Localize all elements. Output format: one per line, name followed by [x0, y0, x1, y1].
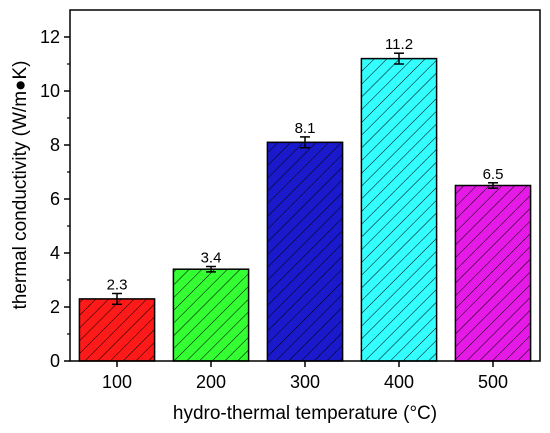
bar-400 — [360, 57, 438, 362]
x-tick-label-200: 200 — [196, 372, 226, 392]
y-tick-label-12: 12 — [40, 27, 60, 47]
y-tick-label-6: 6 — [50, 189, 60, 209]
bars-group — [78, 57, 532, 362]
error-bar-400 — [394, 52, 404, 65]
y-tick-label-8: 8 — [50, 135, 60, 155]
y-axis-title: thermal conductivity (W/m●K) — [10, 60, 31, 309]
error-bar-300 — [300, 136, 310, 149]
y-axis: 0 2 4 6 8 10 12 — [40, 27, 70, 371]
data-labels-group: 2.3 3.4 8.1 11.2 6.5 — [107, 36, 504, 293]
bar-500 — [454, 184, 532, 362]
bar-200 — [172, 268, 250, 362]
data-label-500: 6.5 — [483, 166, 504, 183]
bar-100 — [78, 298, 156, 362]
y-tick-label-10: 10 — [40, 81, 60, 101]
y-tick-label-4: 4 — [50, 243, 60, 263]
error-bars-group — [112, 52, 498, 306]
data-label-200: 3.4 — [201, 250, 222, 267]
x-axis-title: hydro-thermal temperature (°C) — [173, 403, 437, 424]
x-tick-label-500: 500 — [478, 372, 508, 392]
data-label-400: 11.2 — [385, 36, 413, 53]
data-label-300: 8.1 — [295, 120, 316, 137]
x-tick-label-100: 100 — [102, 372, 132, 392]
x-tick-label-300: 300 — [290, 372, 320, 392]
error-bar-100 — [112, 292, 122, 306]
data-label-100: 2.3 — [107, 277, 128, 294]
error-bar-500 — [488, 182, 498, 189]
x-tick-label-400: 400 — [384, 372, 414, 392]
error-bar-200 — [206, 265, 216, 273]
y-tick-label-2: 2 — [50, 297, 60, 317]
y-tick-label-0: 0 — [50, 351, 60, 371]
x-axis: 100 200 300 400 500 — [102, 361, 508, 392]
bar-300 — [266, 141, 344, 362]
